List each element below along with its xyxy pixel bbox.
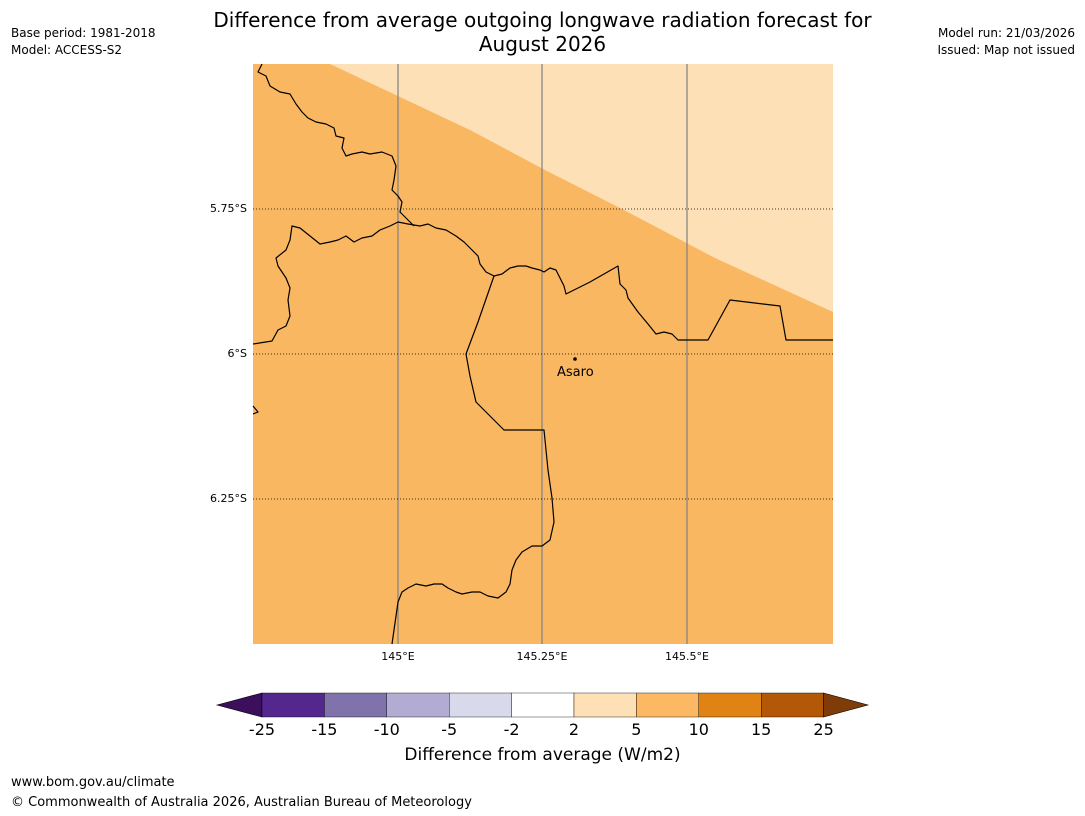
colorbar-tick-label: 25 <box>813 720 834 739</box>
colorbar-bin-1 <box>261 692 325 718</box>
lon-label-145-25: 145.25°E <box>516 650 568 663</box>
lat-label-5-75: 5.75°S <box>210 202 247 215</box>
band-2-5 <box>330 64 833 312</box>
lat-label-6-25: 6.25°S <box>210 492 247 505</box>
colorbar-bin-3 <box>386 692 450 718</box>
colorbar-tick-label: -2 <box>503 720 520 739</box>
parallels <box>253 208 833 500</box>
colorbar-arrow-max <box>823 692 870 718</box>
lon-label-145: 145°E <box>381 650 415 663</box>
colorbar-tick-label: 2 <box>568 720 580 739</box>
colorbar-arrow-min <box>215 692 263 718</box>
border-west-stub <box>252 405 259 415</box>
footer-copyright: © Commonwealth of Australia 2026, Austra… <box>11 795 472 810</box>
colorbar-bin-4 <box>449 692 512 718</box>
colorbar-tick-label: 10 <box>688 720 709 739</box>
colorbar-tick-label: -15 <box>311 720 338 739</box>
issued-text: Issued: Map not issued <box>937 43 1075 57</box>
title-line-1: Difference from average outgoing longwav… <box>213 8 872 32</box>
lon-label-145-5: 145.5°E <box>665 650 709 663</box>
meta-right: Model run: 21/03/2026 Issued: Map not is… <box>937 25 1075 59</box>
province-borders <box>252 63 833 645</box>
asaro-marker <box>573 357 577 361</box>
colorbar-label: Difference from average (W/m2) <box>404 745 681 765</box>
colorbar-tick-label: 5 <box>631 720 642 739</box>
place-label-asaro: Asaro <box>557 365 594 380</box>
colorbar-bin-2 <box>324 692 387 718</box>
meta-left: Base period: 1981-2018 Model: ACCESS-S2 <box>11 25 156 59</box>
map-title: Difference from average outgoing longwav… <box>0 8 1085 56</box>
colorbar-bin-5 <box>511 692 575 718</box>
colorbar-tick-label: 15 <box>751 720 772 739</box>
base-period-text: Base period: 1981-2018 <box>11 26 156 40</box>
model-run-text: Model run: 21/03/2026 <box>937 26 1075 40</box>
border-western <box>391 275 555 645</box>
colorbar-bin-9 <box>761 692 824 718</box>
model-text: Model: ACCESS-S2 <box>11 43 123 57</box>
footer-url: www.bom.gov.au/climate <box>11 775 175 790</box>
colorbar-tick-label: -5 <box>441 720 458 739</box>
lat-label-6: 6°S <box>227 347 247 360</box>
colorbar-bin-8 <box>698 692 762 718</box>
colorbar-bin-6 <box>573 692 637 718</box>
colorbar-tick-label: -10 <box>373 720 400 739</box>
colorbar-tick-label: -25 <box>248 720 276 739</box>
border-central <box>252 221 833 345</box>
title-line-2: August 2026 <box>478 32 607 56</box>
colorbar-bin-7 <box>636 692 700 718</box>
border-north <box>257 63 415 227</box>
